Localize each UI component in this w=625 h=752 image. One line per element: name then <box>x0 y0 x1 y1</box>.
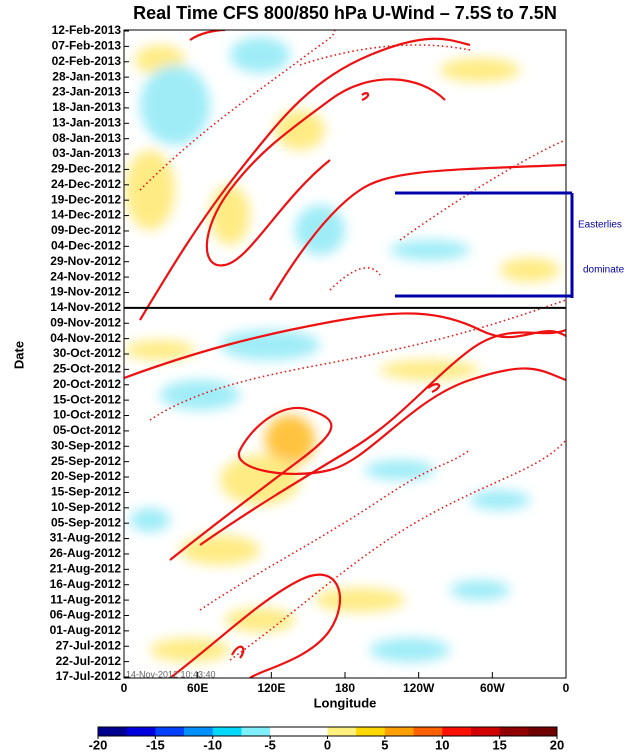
colorbar-swatch <box>155 727 185 736</box>
y-tick-label: 25-Oct-2012 <box>53 362 121 376</box>
y-tick-label: 24-Nov-2012 <box>50 269 121 283</box>
y-tick-label: 13-Jan-2013 <box>52 115 121 129</box>
y-tick-label: 05-Oct-2012 <box>53 423 121 437</box>
annotation: Easterlies <box>578 220 622 231</box>
y-tick-label: 04-Dec-2012 <box>51 239 121 253</box>
colorbar-swatch <box>212 727 242 736</box>
y-tick-label: 19-Nov-2012 <box>50 285 121 299</box>
x-tick-label: 60W <box>480 681 505 695</box>
x-tick-label: 180 <box>335 681 355 695</box>
colorbar-swatch <box>442 727 472 736</box>
x-tick-label: 60E <box>187 681 208 695</box>
timestamp: 14-Nov-2012 10:43:40 <box>126 669 216 679</box>
x-tick-label: 0 <box>121 681 128 695</box>
y-tick-label: 24-Dec-2012 <box>51 177 121 191</box>
y-tick-label: 21-Aug-2012 <box>50 562 122 576</box>
y-tick-label: 09-Nov-2012 <box>50 315 121 329</box>
y-tick-label: 20-Sep-2012 <box>51 469 121 483</box>
colorbar-swatch <box>298 727 328 736</box>
annotation: dominate <box>583 265 625 276</box>
y-axis-label: Date <box>11 341 26 369</box>
dashed-contours <box>139 30 566 661</box>
y-tick-label: 08-Jan-2013 <box>52 131 121 145</box>
y-tick-label: 12-Feb-2013 <box>52 23 122 37</box>
y-tick-label: 04-Nov-2012 <box>50 331 121 345</box>
field <box>124 30 566 678</box>
chart-title: Real Time CFS 800/850 hPa U-Wind – 7.5S … <box>133 3 557 23</box>
y-tick-label: 06-Aug-2012 <box>50 608 122 622</box>
x-tick-label: 120E <box>257 681 285 695</box>
colorbar-swatch <box>499 727 529 736</box>
colorbar-swatch <box>327 727 357 736</box>
y-tick-label: 10-Oct-2012 <box>53 408 121 422</box>
colorbar-tick-label: -15 <box>146 737 165 752</box>
y-tick-label: 27-Jul-2012 <box>56 638 122 652</box>
colorbar-swatch <box>126 727 156 736</box>
colorbar-swatch <box>528 727 558 736</box>
y-tick-label: 01-Aug-2012 <box>50 623 122 637</box>
y-tick-label: 20-Oct-2012 <box>53 377 121 391</box>
y-tick-label: 23-Jan-2013 <box>52 85 121 99</box>
colorbar-swatch <box>356 727 386 736</box>
y-tick-label: 30-Sep-2012 <box>51 438 121 452</box>
y-tick-label: 19-Dec-2012 <box>51 192 121 206</box>
contours <box>124 30 566 678</box>
y-tick-label: 28-Jan-2013 <box>52 69 121 83</box>
colorbar-swatch <box>98 727 127 736</box>
colorbar-swatch <box>184 727 214 736</box>
y-tick-label: 09-Dec-2012 <box>51 223 121 237</box>
y-tick-label: 25-Sep-2012 <box>51 454 121 468</box>
colorbar-swatch <box>270 727 300 736</box>
colorbar-tick-label: 20 <box>550 737 564 752</box>
colorbar-swatch <box>470 727 500 736</box>
y-tick-label: 17-Jul-2012 <box>56 669 122 683</box>
y-tick-label: 02-Feb-2013 <box>52 54 122 68</box>
colorbar-swatch <box>241 727 271 736</box>
colorbar-swatch <box>413 727 443 736</box>
colorbar-tick-label: 15 <box>492 737 506 752</box>
x-tick-label: 0 <box>563 681 570 695</box>
x-axis-label: Longitude <box>314 695 377 710</box>
x-tick-label: 120W <box>403 681 435 695</box>
colorbar-tick-label: 5 <box>381 737 388 752</box>
colorbar-tick-label: -10 <box>203 737 222 752</box>
colorbar-tick-label: 0 <box>324 737 331 752</box>
y-tick-label: 29-Nov-2012 <box>50 254 121 268</box>
y-tick-label: 16-Aug-2012 <box>50 577 122 591</box>
y-tick-label: 29-Dec-2012 <box>51 162 121 176</box>
y-tick-label: 05-Sep-2012 <box>51 515 121 529</box>
y-tick-label: 18-Jan-2013 <box>52 100 121 114</box>
colorbar-tick-label: -5 <box>264 737 276 752</box>
y-tick-label: 14-Nov-2012 <box>50 300 121 314</box>
y-tick-label: 22-Jul-2012 <box>56 654 122 668</box>
colorbar-tick-label: 10 <box>435 737 449 752</box>
y-tick-label: 03-Jan-2013 <box>52 146 121 160</box>
y-tick-label: 10-Sep-2012 <box>51 500 121 514</box>
colorbar-swatch <box>384 727 414 736</box>
y-tick-label: 31-Aug-2012 <box>50 531 122 545</box>
bracket <box>395 191 574 298</box>
y-tick-label: 14-Dec-2012 <box>51 208 121 222</box>
y-tick-label: 11-Aug-2012 <box>50 592 121 606</box>
y-tick-label: 26-Aug-2012 <box>50 546 122 560</box>
y-tick-label: 30-Oct-2012 <box>53 346 121 360</box>
y-tick-label: 15-Sep-2012 <box>51 485 121 499</box>
colorbar-tick-label: -20 <box>89 737 108 752</box>
y-tick-label: 15-Oct-2012 <box>53 392 121 406</box>
y-tick-label: 07-Feb-2013 <box>52 39 122 53</box>
